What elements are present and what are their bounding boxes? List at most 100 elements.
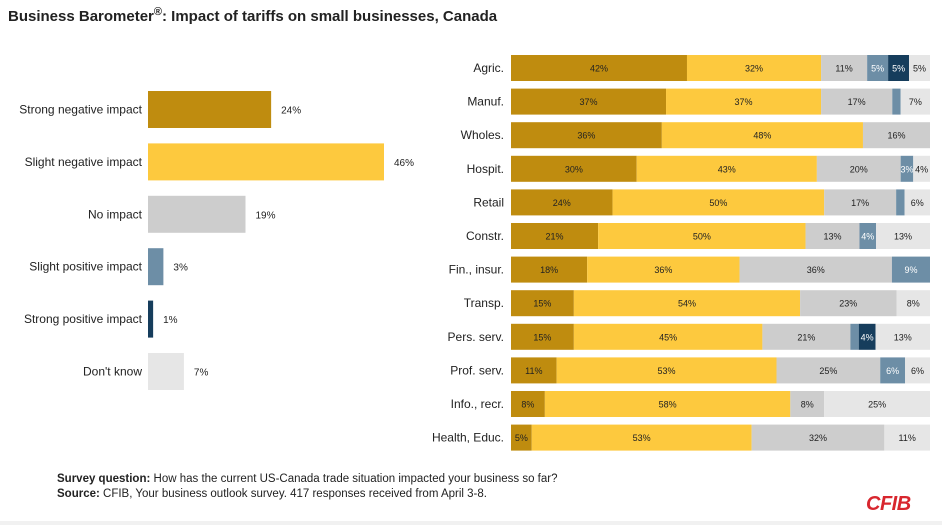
segment-info-recr-0 bbox=[511, 391, 545, 417]
segment-constr-2 bbox=[805, 223, 860, 249]
segment-label-pers-serv-2: 21% bbox=[797, 332, 815, 342]
industry-label-transp: Transp. bbox=[464, 296, 504, 310]
industry-label-prof-serv: Prof. serv. bbox=[450, 363, 504, 377]
segment-agric-4 bbox=[888, 55, 910, 81]
segment-label-info-recr-0: 8% bbox=[521, 400, 534, 410]
survey-question-text: How has the current US-Canada trade situ… bbox=[150, 473, 558, 485]
value-label-slight-positive-impact: 3% bbox=[173, 263, 188, 274]
segment-label-pers-serv-0: 15% bbox=[533, 332, 551, 342]
segment-label-health-educ-1: 53% bbox=[633, 433, 651, 443]
industry-label-info-recr: Info., recr. bbox=[451, 397, 504, 411]
industry-impact-chart: Agric. 42% 32% 11% 5% 5% 5% Manuf. 37% 37% 17% 7% Wh… bbox=[432, 55, 930, 451]
bar-strong-positive-impact bbox=[148, 300, 154, 338]
segment-transp-2 bbox=[800, 290, 897, 317]
segment-health-educ-2 bbox=[751, 424, 885, 451]
segment-label-fin-insur-1: 36% bbox=[654, 265, 672, 275]
segment-info-recr-5 bbox=[824, 391, 930, 417]
segment-pers-serv-5 bbox=[875, 323, 930, 350]
segment-label-agric-2: 11% bbox=[835, 64, 852, 74]
segment-prof-serv-3 bbox=[880, 357, 906, 384]
bar-slight-negative-impact bbox=[148, 143, 384, 181]
overall-impact-chart: Strong negative impact 24% Slight negative… bbox=[19, 91, 414, 390]
segment-manuf-1 bbox=[666, 88, 822, 115]
segment-info-recr-2 bbox=[790, 391, 825, 417]
segment-label-pers-serv-4: 4% bbox=[861, 332, 874, 342]
segment-fin-insur-3 bbox=[891, 256, 930, 283]
segment-constr-3 bbox=[859, 223, 877, 249]
segment-transp-1 bbox=[573, 290, 801, 317]
bar-don-t-know bbox=[148, 353, 184, 390]
segment-retail-1 bbox=[612, 189, 825, 216]
segment-agric-5 bbox=[909, 55, 930, 81]
segment-transp-5 bbox=[896, 290, 930, 317]
segment-label-wholes-0: 36% bbox=[577, 131, 595, 141]
segment-pers-serv-1 bbox=[573, 323, 763, 350]
segment-label-manuf-5: 7% bbox=[909, 97, 922, 107]
industry-label-wholes: Wholes. bbox=[461, 128, 504, 142]
segment-label-constr-5: 13% bbox=[894, 232, 912, 242]
bar-slight-positive-impact bbox=[148, 248, 164, 286]
industry-label-fin-insur: Fin., insur. bbox=[449, 263, 504, 277]
industry-label-constr: Constr. bbox=[466, 229, 504, 243]
segment-label-fin-insur-3: 9% bbox=[904, 265, 917, 275]
segment-hospit-3 bbox=[900, 155, 914, 182]
segment-retail-5 bbox=[904, 189, 930, 216]
bottom-rule bbox=[0, 521, 942, 525]
segment-label-info-recr-2: 8% bbox=[801, 400, 814, 410]
industry-label-pers-serv: Pers. serv. bbox=[448, 330, 504, 344]
segment-label-transp-0: 15% bbox=[533, 299, 551, 309]
source-text: CFIB, Your business outlook survey. 417 … bbox=[99, 488, 487, 500]
segment-retail-2 bbox=[824, 189, 897, 216]
segment-label-health-educ-5: 11% bbox=[899, 433, 916, 443]
segment-label-hospit-2: 20% bbox=[850, 164, 868, 174]
value-label-slight-negative-impact: 46% bbox=[394, 158, 414, 169]
segment-label-wholes-1: 48% bbox=[753, 131, 771, 141]
segment-label-wholes-2: 16% bbox=[887, 131, 905, 141]
segment-label-manuf-0: 37% bbox=[580, 97, 598, 107]
segment-health-educ-1 bbox=[531, 424, 752, 451]
segment-retail-3 bbox=[896, 189, 905, 216]
title-main: Business Barometer bbox=[8, 8, 154, 25]
segment-label-constr-2: 13% bbox=[824, 232, 842, 242]
industry-label-hospit: Hospit. bbox=[467, 162, 504, 176]
industry-label-agric: Agric. bbox=[473, 61, 504, 75]
segment-hospit-5 bbox=[913, 155, 930, 182]
segment-label-fin-insur-2: 36% bbox=[807, 265, 825, 275]
segment-pers-serv-2 bbox=[762, 323, 851, 350]
segment-hospit-0 bbox=[511, 155, 637, 182]
segment-label-retail-5: 6% bbox=[911, 198, 924, 208]
title-registered-mark: ® bbox=[153, 6, 163, 18]
segment-label-hospit-3: 3% bbox=[900, 164, 913, 174]
chart-title: Business Barometer®: Impact of tariffs o… bbox=[8, 6, 497, 25]
industry-label-retail: Retail bbox=[473, 195, 504, 209]
segment-prof-serv-5 bbox=[905, 357, 930, 384]
segment-label-agric-1: 32% bbox=[745, 64, 763, 74]
category-label-slight-negative-impact: Slight negative impact bbox=[25, 155, 143, 169]
segment-label-constr-0: 21% bbox=[546, 232, 564, 242]
segment-label-health-educ-0: 5% bbox=[515, 433, 528, 443]
segment-info-recr-1 bbox=[544, 391, 791, 417]
segment-manuf-2 bbox=[821, 88, 893, 115]
segment-pers-serv-3 bbox=[850, 323, 859, 350]
segment-label-constr-3: 4% bbox=[861, 232, 874, 242]
segment-label-prof-serv-1: 53% bbox=[658, 366, 676, 376]
source-label: Source: bbox=[57, 488, 100, 500]
industry-label-manuf: Manuf. bbox=[467, 95, 504, 109]
value-label-don-t-know: 7% bbox=[194, 368, 209, 379]
segment-label-agric-3: 5% bbox=[871, 64, 884, 74]
segment-label-hospit-0: 30% bbox=[565, 164, 583, 174]
segment-label-fin-insur-0: 18% bbox=[540, 265, 558, 275]
segment-manuf-0 bbox=[511, 88, 667, 115]
segment-label-transp-5: 8% bbox=[907, 299, 920, 309]
category-label-strong-negative-impact: Strong negative impact bbox=[19, 103, 142, 117]
industry-label-health-educ: Health, Educ. bbox=[432, 431, 504, 445]
category-label-strong-positive-impact: Strong positive impact bbox=[24, 312, 143, 326]
cfib-logo: CFIB bbox=[866, 493, 911, 515]
segment-label-pers-serv-1: 45% bbox=[659, 332, 677, 342]
segment-fin-insur-0 bbox=[511, 256, 588, 283]
segment-pers-serv-4 bbox=[858, 323, 876, 350]
segment-agric-2 bbox=[821, 55, 868, 81]
footnote: Survey question: How has the current US-… bbox=[57, 472, 558, 502]
segment-agric-1 bbox=[686, 55, 822, 81]
segment-hospit-2 bbox=[816, 155, 901, 182]
